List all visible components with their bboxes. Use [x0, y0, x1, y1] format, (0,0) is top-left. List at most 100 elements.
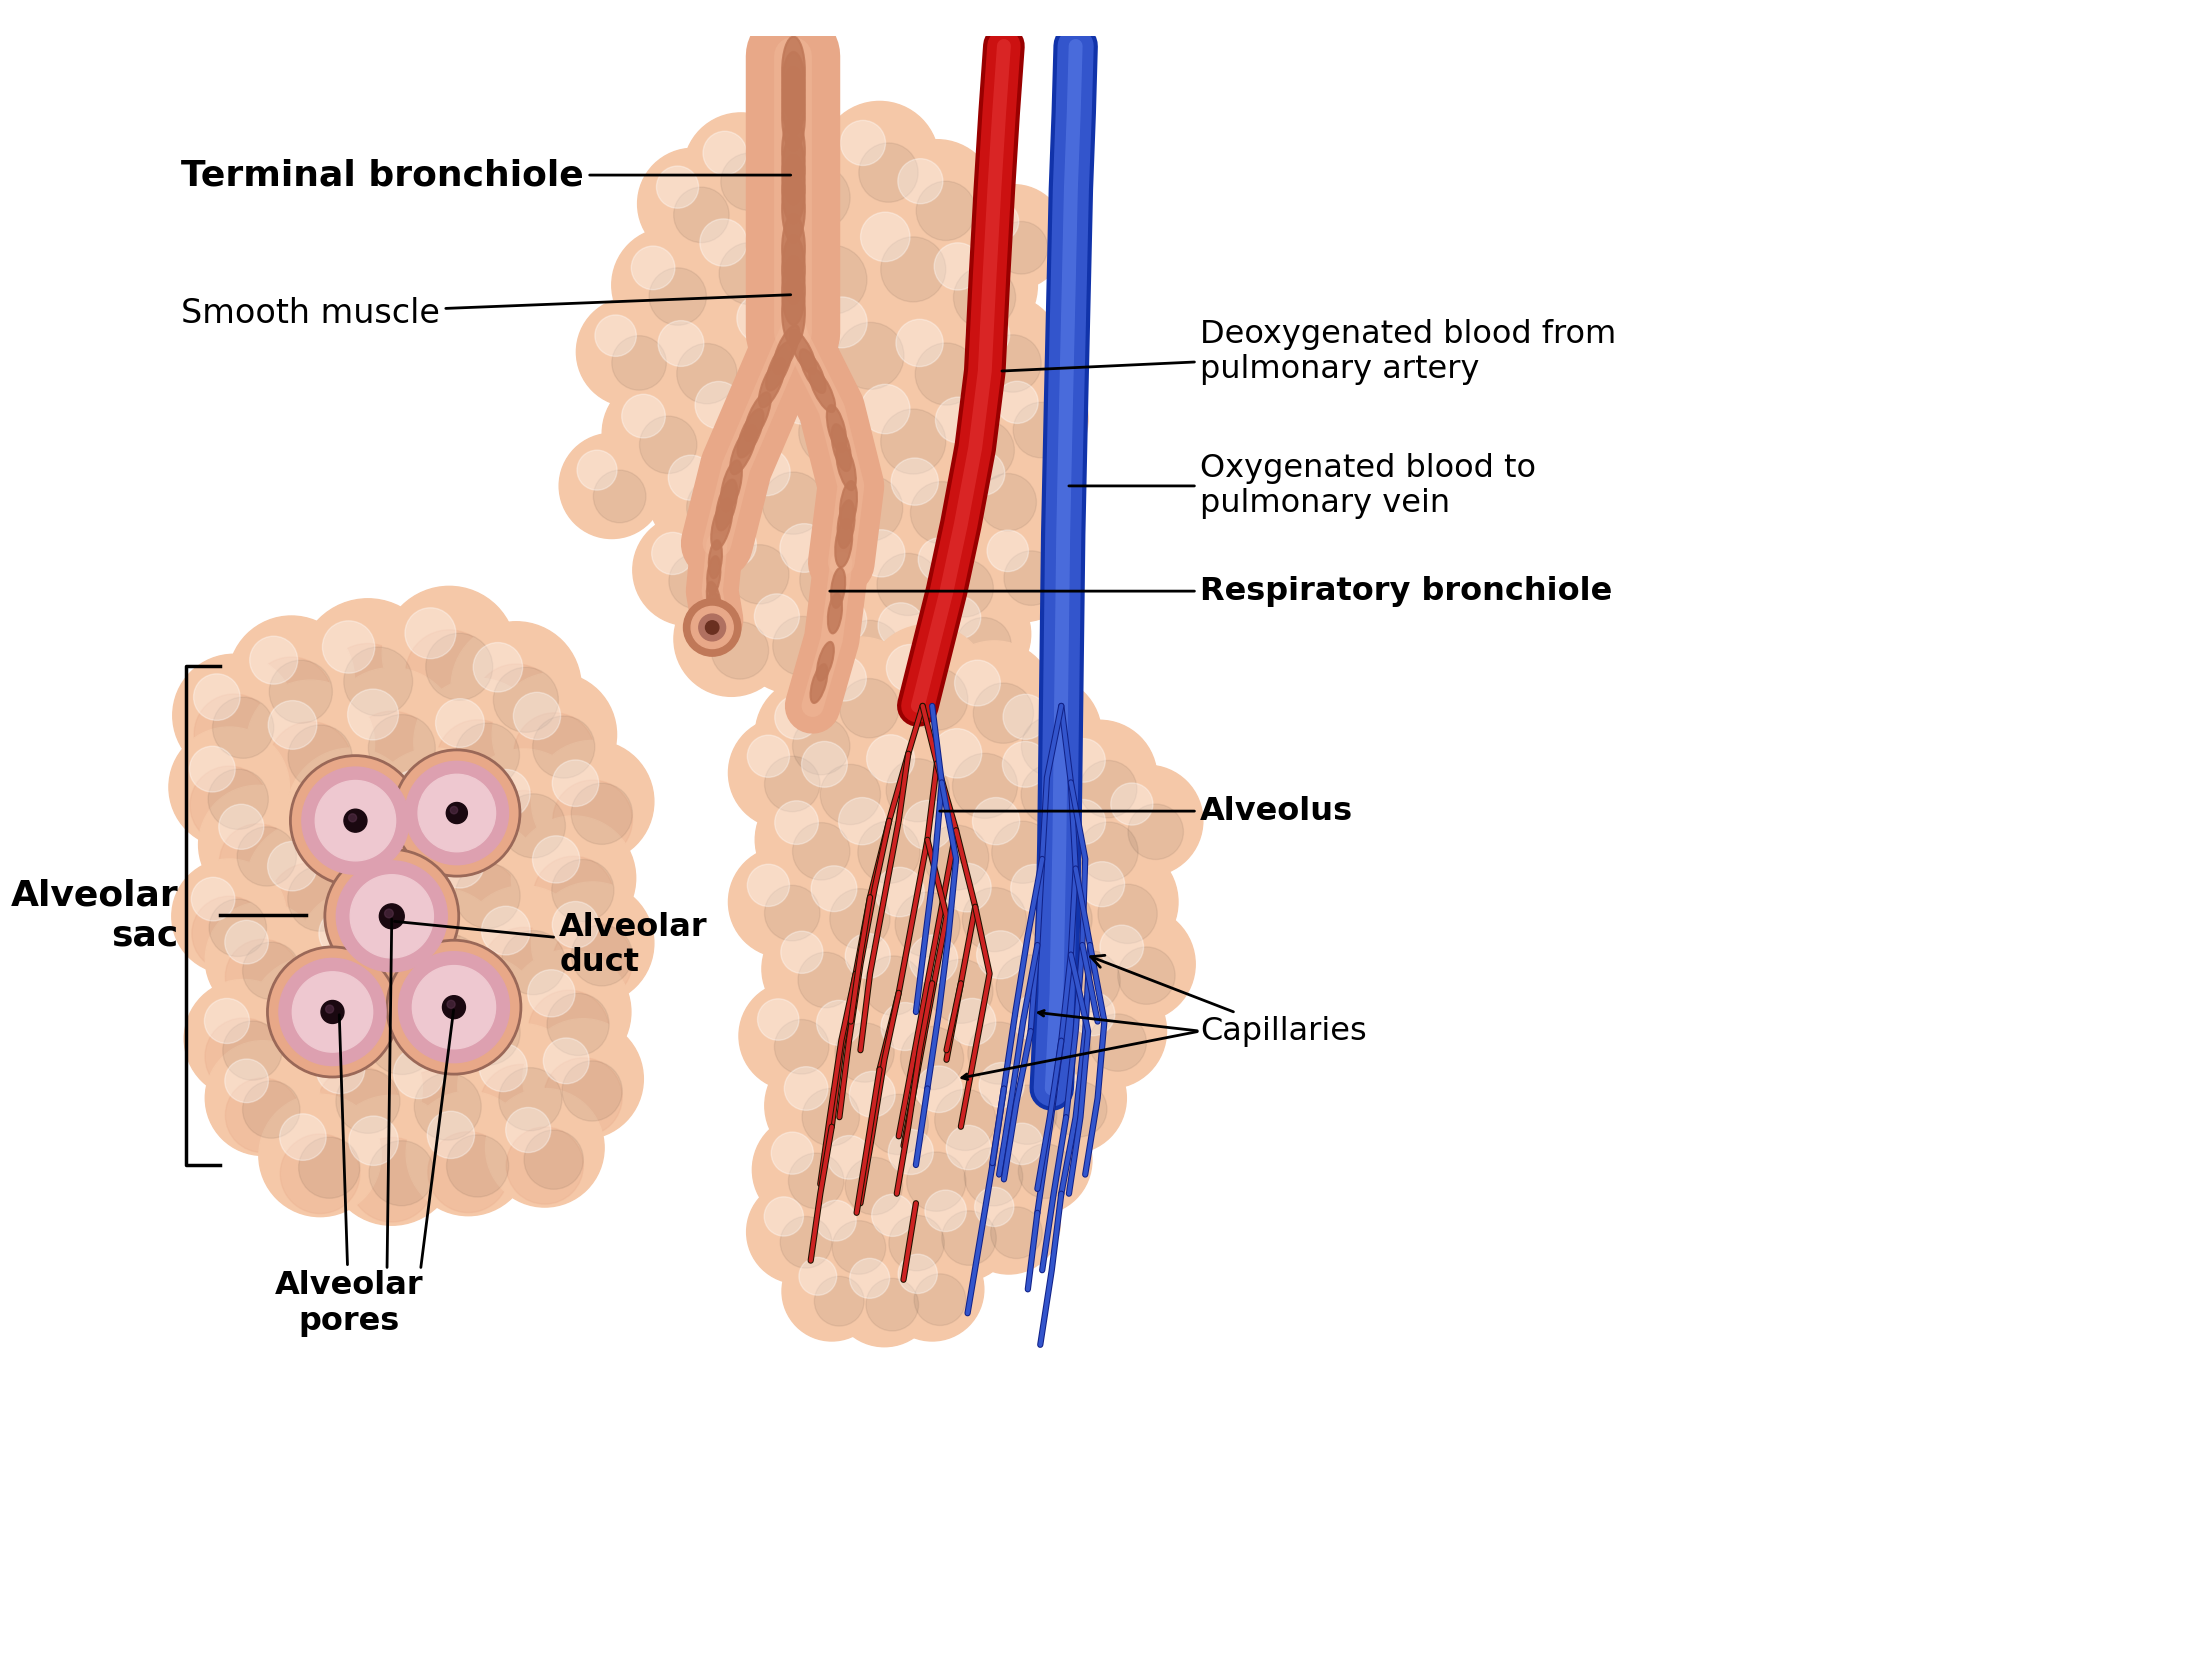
- Circle shape: [289, 866, 352, 931]
- Circle shape: [348, 688, 398, 740]
- Circle shape: [243, 1081, 300, 1138]
- Circle shape: [952, 754, 1017, 819]
- Ellipse shape: [772, 326, 799, 374]
- Circle shape: [812, 866, 858, 912]
- Circle shape: [602, 376, 718, 491]
- Circle shape: [860, 144, 919, 202]
- Circle shape: [551, 760, 600, 807]
- Circle shape: [249, 657, 333, 739]
- Circle shape: [705, 622, 720, 635]
- Circle shape: [781, 1242, 882, 1342]
- Circle shape: [427, 633, 492, 700]
- Ellipse shape: [810, 368, 836, 413]
- Circle shape: [554, 922, 632, 1001]
- Circle shape: [405, 762, 508, 864]
- Text: Oxygenated blood to
pulmonary vein: Oxygenated blood to pulmonary vein: [1070, 453, 1536, 520]
- Circle shape: [945, 1125, 991, 1170]
- Circle shape: [1039, 780, 1160, 899]
- Ellipse shape: [711, 498, 733, 550]
- Circle shape: [772, 617, 831, 675]
- Ellipse shape: [827, 404, 847, 451]
- Circle shape: [385, 909, 394, 917]
- Circle shape: [882, 409, 945, 475]
- Circle shape: [897, 1255, 936, 1293]
- Circle shape: [796, 431, 926, 560]
- Circle shape: [932, 729, 982, 779]
- Circle shape: [982, 722, 1103, 842]
- Circle shape: [225, 921, 269, 964]
- Circle shape: [820, 597, 866, 643]
- Circle shape: [915, 378, 1035, 498]
- Ellipse shape: [707, 582, 720, 620]
- Circle shape: [967, 1023, 1031, 1084]
- Circle shape: [790, 847, 910, 968]
- Circle shape: [225, 939, 300, 1014]
- Circle shape: [595, 314, 637, 356]
- Circle shape: [1059, 951, 1120, 1011]
- Circle shape: [346, 979, 398, 1031]
- Circle shape: [1022, 764, 1081, 824]
- Circle shape: [882, 237, 945, 302]
- Circle shape: [838, 364, 969, 493]
- Circle shape: [435, 998, 521, 1081]
- Circle shape: [996, 381, 1037, 423]
- Circle shape: [501, 794, 565, 857]
- Circle shape: [934, 1089, 996, 1150]
- Circle shape: [899, 520, 1013, 635]
- Circle shape: [895, 319, 943, 366]
- Circle shape: [934, 242, 982, 291]
- Circle shape: [676, 344, 737, 404]
- Circle shape: [575, 297, 685, 406]
- Ellipse shape: [781, 257, 805, 324]
- Circle shape: [486, 1088, 604, 1206]
- Circle shape: [411, 966, 494, 1049]
- Circle shape: [455, 724, 519, 787]
- Circle shape: [877, 553, 939, 615]
- Circle shape: [788, 1153, 845, 1208]
- Circle shape: [632, 515, 744, 625]
- Circle shape: [737, 294, 785, 343]
- Circle shape: [508, 949, 630, 1074]
- Circle shape: [764, 1196, 803, 1237]
- Circle shape: [838, 323, 904, 389]
- Circle shape: [543, 1038, 589, 1084]
- Circle shape: [764, 757, 820, 812]
- Circle shape: [906, 1173, 1015, 1282]
- Circle shape: [523, 1019, 643, 1140]
- Circle shape: [1013, 994, 1057, 1041]
- Ellipse shape: [720, 461, 742, 511]
- Ellipse shape: [766, 343, 792, 391]
- Circle shape: [777, 219, 829, 271]
- Circle shape: [389, 770, 442, 822]
- Circle shape: [648, 436, 766, 555]
- Circle shape: [897, 159, 943, 204]
- Circle shape: [289, 725, 352, 789]
- Circle shape: [414, 678, 543, 807]
- Circle shape: [405, 608, 455, 658]
- Circle shape: [396, 931, 484, 1018]
- Circle shape: [816, 1001, 862, 1046]
- Circle shape: [383, 587, 516, 720]
- Circle shape: [527, 969, 575, 1018]
- Circle shape: [309, 790, 394, 876]
- Text: Alveolar
duct: Alveolar duct: [394, 912, 707, 979]
- Circle shape: [794, 276, 928, 409]
- Circle shape: [435, 839, 484, 887]
- Circle shape: [683, 598, 742, 657]
- Circle shape: [781, 931, 823, 974]
- Circle shape: [446, 802, 468, 824]
- Circle shape: [571, 924, 632, 986]
- Circle shape: [888, 1130, 934, 1175]
- Circle shape: [193, 896, 267, 971]
- Circle shape: [998, 1084, 1057, 1145]
- Circle shape: [225, 1078, 300, 1153]
- Circle shape: [818, 451, 866, 501]
- Circle shape: [858, 530, 906, 576]
- Circle shape: [212, 697, 274, 759]
- Circle shape: [492, 667, 558, 732]
- Circle shape: [792, 822, 849, 881]
- Circle shape: [348, 1116, 398, 1165]
- Circle shape: [593, 470, 645, 523]
- Circle shape: [958, 1043, 1076, 1161]
- Circle shape: [740, 981, 849, 1091]
